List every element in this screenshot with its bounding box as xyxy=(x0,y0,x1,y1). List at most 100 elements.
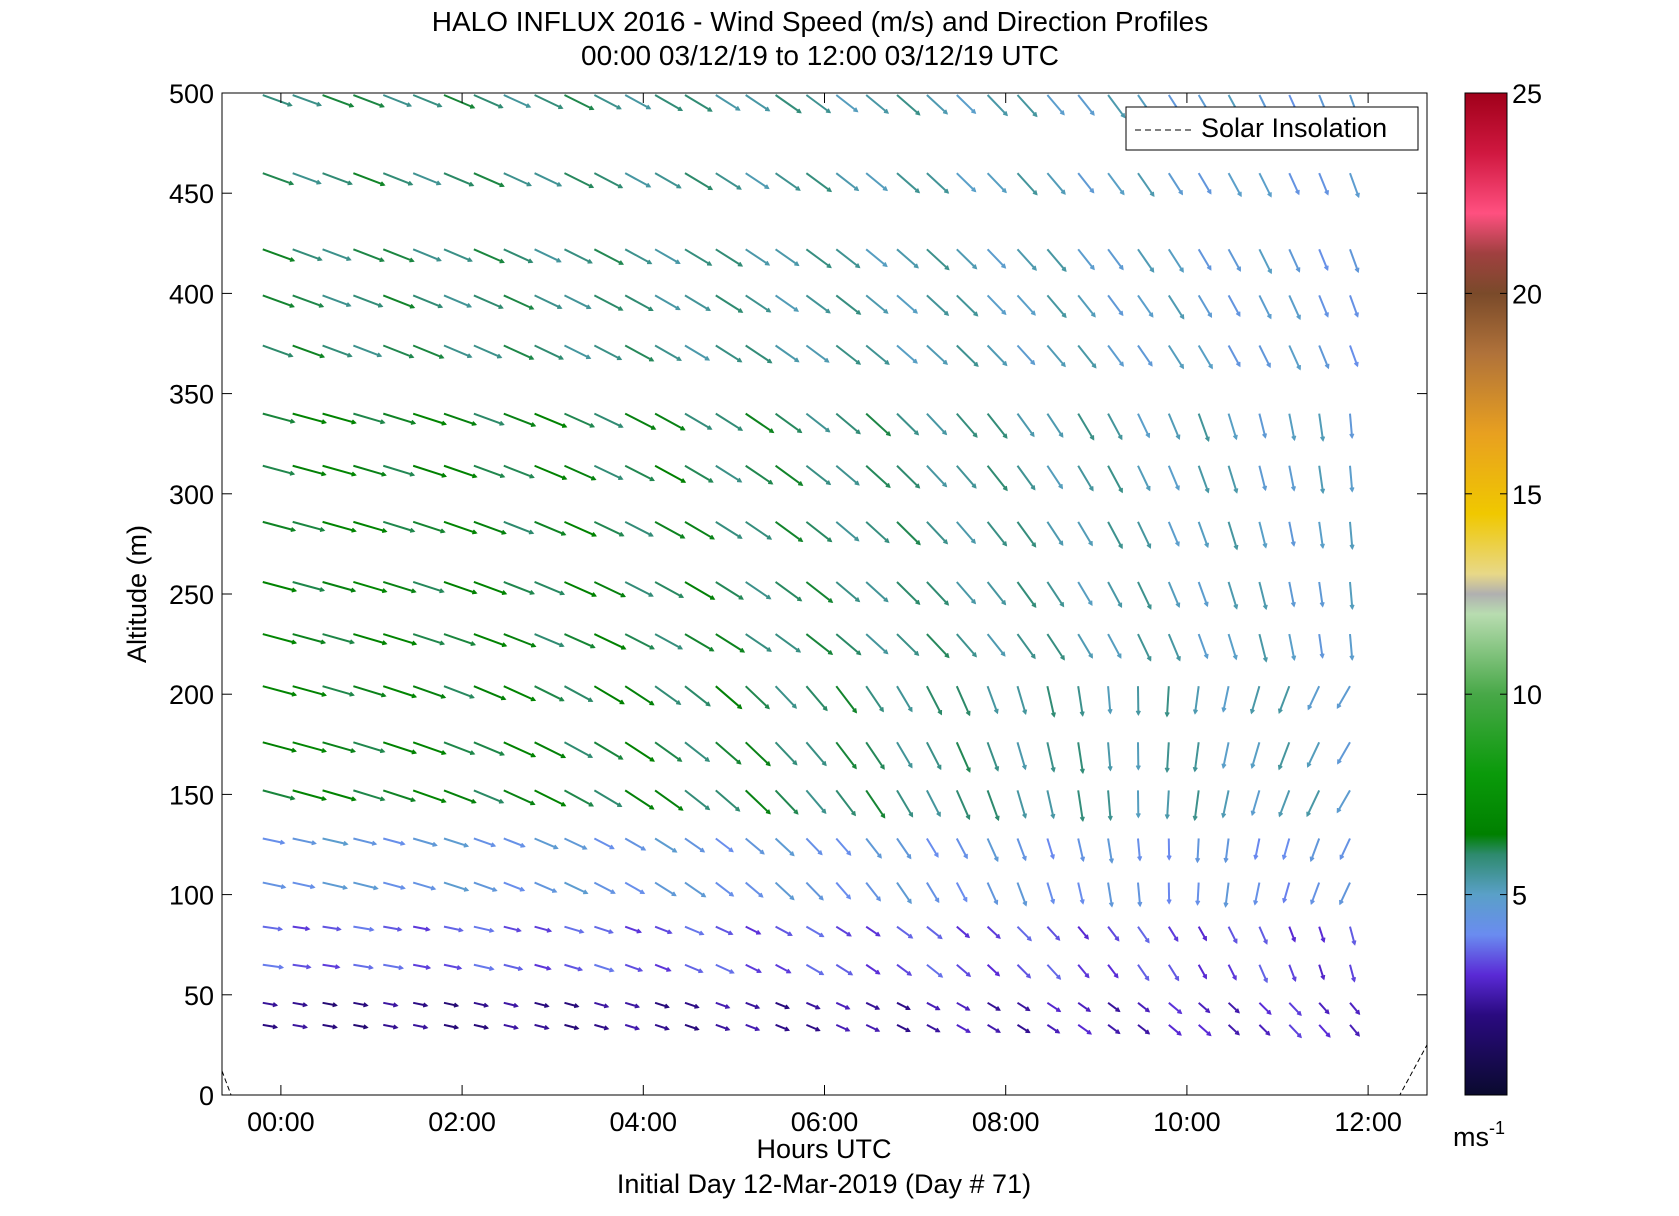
wind-arrow xyxy=(1197,465,1210,493)
wind-arrow xyxy=(443,837,468,848)
wind-arrow xyxy=(1167,964,1180,981)
wind-arrow xyxy=(564,581,596,597)
wind-arrow-head xyxy=(291,587,298,593)
wind-arrow-head xyxy=(319,587,326,593)
wind-arrow xyxy=(1227,345,1241,367)
wind-arrow xyxy=(624,881,645,895)
wind-arrow-head xyxy=(1323,265,1329,272)
wind-arrow-head xyxy=(1291,937,1297,943)
wind-arrow-head xyxy=(824,357,830,363)
wind-arrow xyxy=(262,94,292,107)
wind-arrow-head xyxy=(1176,1030,1182,1036)
wind-arrow-head xyxy=(1087,600,1093,606)
wind-arrow-head xyxy=(789,895,795,901)
wind-arrow-head xyxy=(377,302,384,308)
wind-arrow-head xyxy=(1221,763,1227,770)
wind-arrow-head xyxy=(855,429,861,435)
wind-arrow-head xyxy=(1262,485,1268,492)
wind-arrow xyxy=(986,741,999,771)
wind-arrow xyxy=(412,925,430,931)
wind-arrow-head xyxy=(942,359,948,366)
wind-arrow-head xyxy=(1306,762,1312,768)
wind-arrow xyxy=(624,837,646,851)
wind-arrow-head xyxy=(500,695,507,701)
wind-arrow xyxy=(1193,742,1200,771)
wind-arrow-head xyxy=(1306,811,1311,818)
wind-arrow xyxy=(835,464,860,486)
wind-arrow-head xyxy=(1050,712,1056,718)
wind-arrow xyxy=(1077,465,1094,491)
wind-arrow xyxy=(262,925,282,931)
wind-arrow-head xyxy=(618,306,624,311)
wind-arrow-head xyxy=(309,884,316,890)
wind-arrow-head xyxy=(1233,488,1239,494)
wind-arrow xyxy=(262,248,295,262)
wind-arrow-head xyxy=(707,425,713,430)
wind-arrow xyxy=(1224,882,1230,907)
wind-arrow-head xyxy=(650,425,657,430)
wind-arrow xyxy=(926,172,949,194)
wind-arrow xyxy=(503,685,536,702)
wind-arrow xyxy=(1258,1002,1272,1015)
wind-arrow-head xyxy=(883,108,890,114)
wind-arrow xyxy=(473,925,494,933)
wind-arrow-head xyxy=(422,1002,429,1008)
wind-arrow xyxy=(1288,172,1300,195)
x-tick-label: 00:00 xyxy=(247,1107,315,1137)
wind-arrow-head xyxy=(1049,854,1055,860)
wind-arrow-head xyxy=(1107,708,1113,715)
wind-arrow-head xyxy=(546,927,553,933)
wind-arrow-head xyxy=(499,182,505,188)
wind-arrow xyxy=(1107,790,1112,820)
wind-arrow-head xyxy=(815,1026,821,1032)
wind-arrow-head xyxy=(528,355,535,360)
wind-arrow-head xyxy=(289,795,296,801)
colorbar-ticks: 5 10 15 20 25 xyxy=(1465,79,1542,911)
wind-arrow xyxy=(1077,1024,1092,1035)
wind-arrow-head xyxy=(680,478,687,483)
wind-arrow-head xyxy=(321,691,327,697)
wind-arrow xyxy=(412,248,441,262)
wind-arrow xyxy=(322,925,341,931)
wind-arrow xyxy=(1107,413,1123,440)
wind-arrow xyxy=(322,837,348,846)
wind-arrow xyxy=(292,344,324,358)
wind-arrow xyxy=(262,581,296,592)
wind-arrow xyxy=(624,633,655,650)
wind-arrow-head xyxy=(882,186,888,192)
wind-arrow xyxy=(774,521,803,542)
wind-arrow xyxy=(865,881,881,902)
wind-arrow xyxy=(1198,1024,1212,1036)
wind-arrow xyxy=(1197,413,1210,441)
wind-arrow xyxy=(956,521,976,544)
wind-arrow-head xyxy=(1060,362,1066,368)
wind-arrow xyxy=(1046,248,1067,272)
wind-arrow xyxy=(896,581,920,605)
wind-arrow-head xyxy=(556,181,563,187)
wind-arrow-head xyxy=(1119,190,1125,196)
wind-arrow xyxy=(956,172,976,192)
wind-arrow-head xyxy=(289,303,295,308)
wind-arrow xyxy=(382,412,416,425)
wind-arrow-head xyxy=(1002,111,1009,117)
wind-arrow xyxy=(684,520,715,540)
wind-arrow xyxy=(1137,1024,1150,1035)
wind-arrow xyxy=(1227,926,1238,944)
wind-arrow xyxy=(322,464,356,476)
wind-arrow-head xyxy=(1088,541,1093,547)
wind-arrow-head xyxy=(965,814,971,821)
wind-arrow xyxy=(534,520,566,536)
wind-arrow xyxy=(1016,248,1037,271)
wind-arrow-head xyxy=(1060,189,1066,195)
wind-arrow-head xyxy=(827,537,833,543)
wind-arrow xyxy=(412,172,441,186)
wind-arrow-head xyxy=(1339,854,1345,861)
wind-arrow xyxy=(412,294,443,308)
wind-arrow xyxy=(1288,521,1295,546)
wind-arrow-head xyxy=(1310,899,1315,906)
wind-arrow xyxy=(353,741,385,753)
wind-arrow xyxy=(1348,581,1354,609)
wind-arrow xyxy=(534,248,561,263)
wind-arrow xyxy=(1348,633,1354,660)
wind-arrow xyxy=(443,412,476,426)
